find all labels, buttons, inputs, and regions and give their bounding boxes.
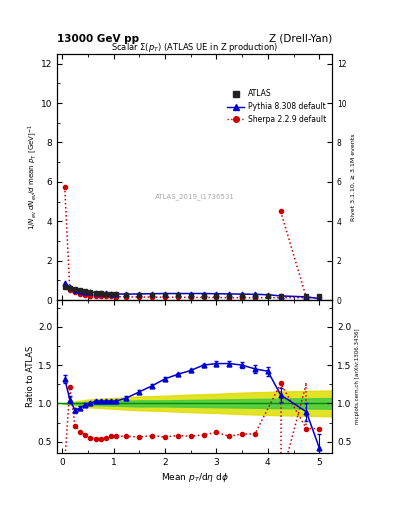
Text: ATLAS_2019_I1736531: ATLAS_2019_I1736531 xyxy=(154,193,235,200)
Text: 13000 GeV pp: 13000 GeV pp xyxy=(57,33,139,44)
Y-axis label: $1/N_{ev}\ dN_{ev}/d\ \mathrm{mean}\ p_T\ [\mathrm{GeV}]^{-1}$: $1/N_{ev}\ dN_{ev}/d\ \mathrm{mean}\ p_T… xyxy=(26,124,39,230)
Y-axis label: mcplots.cern.ch [arXiv:1306.3436]: mcplots.cern.ch [arXiv:1306.3436] xyxy=(356,329,360,424)
Text: Z (Drell-Yan): Z (Drell-Yan) xyxy=(269,33,332,44)
Legend: ATLAS, Pythia 8.308 default, Sherpa 2.2.9 default: ATLAS, Pythia 8.308 default, Sherpa 2.2.… xyxy=(225,87,328,126)
X-axis label: Mean $p_T/\mathrm{d}\eta\ \mathrm{d}\phi$: Mean $p_T/\mathrm{d}\eta\ \mathrm{d}\phi… xyxy=(161,471,228,484)
Title: Scalar $\Sigma(p_T)$ (ATLAS UE in Z production): Scalar $\Sigma(p_T)$ (ATLAS UE in Z prod… xyxy=(111,40,278,54)
Y-axis label: Rivet 3.1.10, ≥ 3.1M events: Rivet 3.1.10, ≥ 3.1M events xyxy=(351,133,356,221)
Y-axis label: Ratio to ATLAS: Ratio to ATLAS xyxy=(26,346,35,407)
